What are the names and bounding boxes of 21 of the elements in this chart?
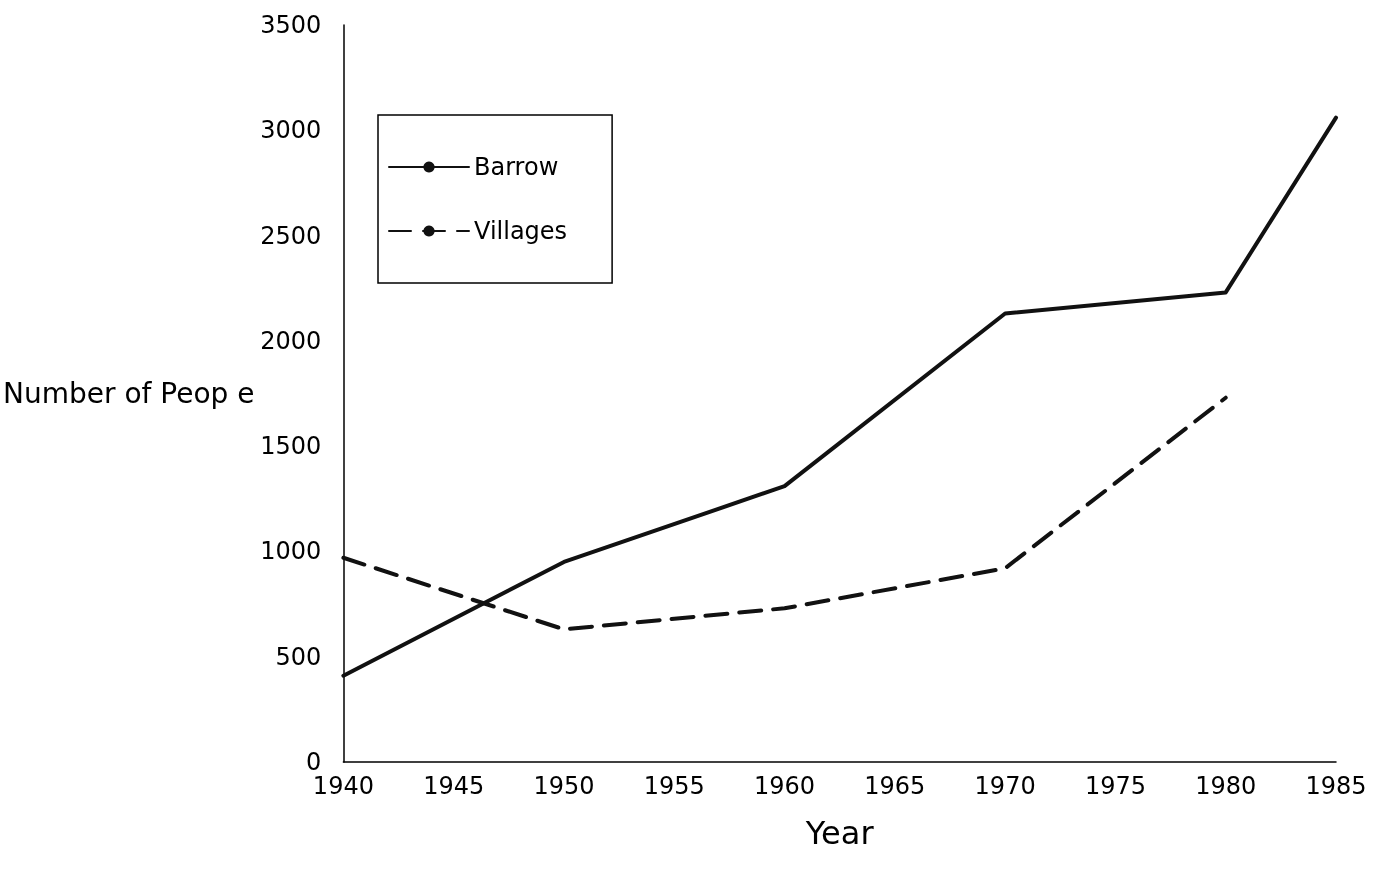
y-tick-label: 1000 <box>260 537 322 566</box>
y-tick-label: 500 <box>275 642 322 671</box>
y-tick-label: 2500 <box>260 221 322 250</box>
y-tick-label: 2000 <box>260 326 322 355</box>
y-tick-label: 1500 <box>260 432 322 461</box>
x-tick-label: 1970 <box>974 772 1036 800</box>
x-tick-label: 1950 <box>533 772 595 800</box>
x-tick-label: 1980 <box>1195 772 1257 800</box>
x-tick-label: 1985 <box>1305 772 1367 800</box>
y-tick-label: 3000 <box>260 116 322 145</box>
x-tick-label: 1955 <box>643 772 705 800</box>
x-axis-title: Year <box>804 814 875 852</box>
y-axis-title: Number of Peop e <box>3 377 255 410</box>
legend-label: Villages <box>474 217 568 245</box>
x-tick-label: 1965 <box>864 772 926 800</box>
x-tick-label: 1975 <box>1084 772 1146 800</box>
legend-label: Barrow <box>474 153 559 181</box>
line-series <box>341 115 1338 678</box>
x-tick-label: 1945 <box>423 772 485 800</box>
y-tick-label: 3500 <box>260 11 322 39</box>
x-tick-label: 1960 <box>754 772 816 800</box>
